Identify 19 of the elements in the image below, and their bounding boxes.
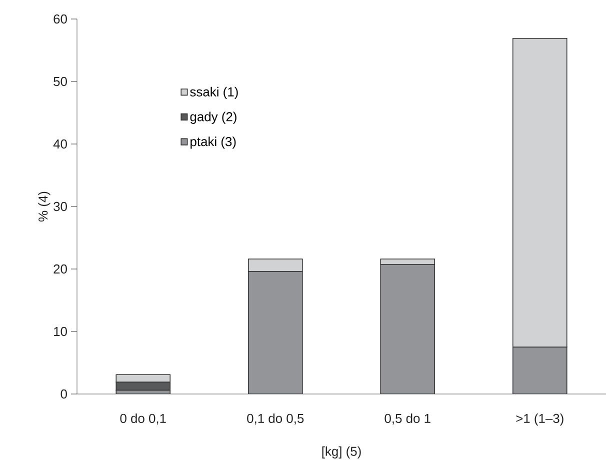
x-tick-label: >1 (1–3) — [516, 414, 564, 426]
bar — [512, 346, 568, 394]
y-tick-label: 30 — [54, 202, 67, 212]
y-tick-label: 10 — [54, 326, 67, 336]
legend-label: gady (2) — [190, 112, 236, 124]
bar — [248, 271, 303, 394]
x-axis-title: [kg] (5) — [322, 446, 361, 458]
y-tick-label: 0 — [60, 389, 67, 399]
y-axis-title: % (4) — [38, 192, 50, 222]
x-tick-label: 0 do 0,1 — [120, 414, 166, 425]
y-tick-label: 50 — [54, 76, 67, 86]
y-tick-label: 20 — [54, 264, 67, 274]
legend-label: ssaki (1) — [190, 86, 238, 100]
x-tick-label: 0,1 do 0,5 — [247, 414, 304, 425]
bar — [380, 264, 436, 394]
legend-label: ptaki (3) — [190, 136, 236, 149]
y-tick-label: 60 — [54, 14, 67, 24]
x-tick-label: 0,5 do 1 — [384, 414, 430, 425]
y-tick-label: 40 — [53, 139, 67, 149]
